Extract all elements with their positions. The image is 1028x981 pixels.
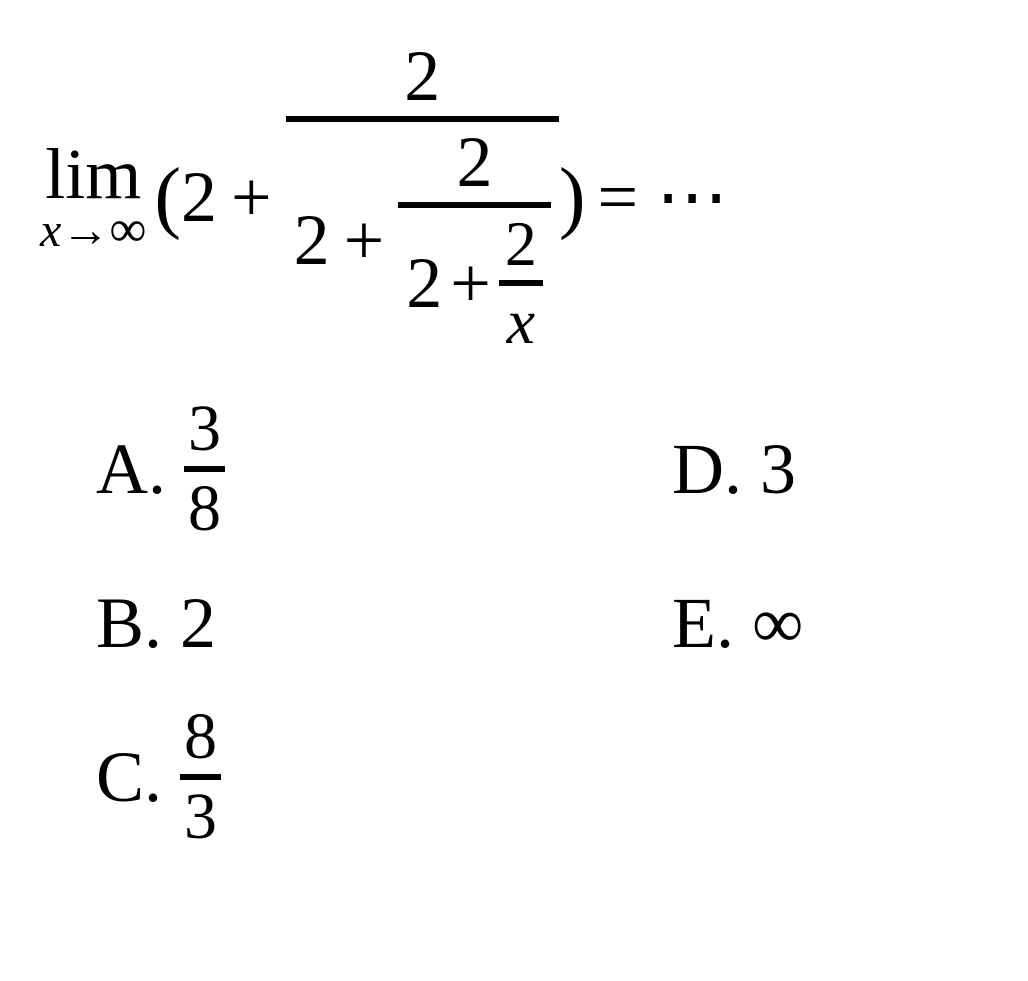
outer-two: 2	[181, 161, 217, 233]
inner-frac-denominator: x	[501, 290, 541, 354]
outer-frac-numerator: 2	[396, 40, 448, 112]
mid-frac-denominator: 2 + 2 x	[398, 212, 551, 354]
limit-operator: lim x→∞	[40, 138, 146, 256]
outer-expression: 2 + 2 2 + 2 2 + 2 x	[181, 40, 559, 354]
answer-a-num: 3	[184, 396, 225, 462]
answer-c-fraction: 8 3	[180, 704, 221, 850]
answer-d-label: D.	[672, 428, 742, 511]
mid-two: 2	[294, 204, 330, 276]
mid-plus: +	[344, 204, 385, 276]
answer-a-den: 8	[184, 476, 225, 542]
answer-a-fraction: 3 8	[184, 396, 225, 542]
answer-e-label: E.	[672, 582, 734, 665]
mid-frac-numerator: 2	[449, 126, 501, 198]
x-variable: x	[507, 290, 535, 354]
lim-variable: x	[40, 204, 61, 257]
outer-frac-denominator: 2 + 2 2 + 2 x	[286, 126, 559, 354]
outer-frac-bar	[286, 116, 559, 122]
answer-b-value: 2	[180, 582, 216, 665]
lim-text: lim	[45, 138, 141, 210]
answer-c-den: 3	[180, 784, 221, 850]
answer-e-value: ∞	[752, 582, 803, 665]
lim-subscript: x→∞	[40, 204, 146, 256]
answer-a-label: A.	[96, 428, 166, 511]
answer-a: A. 3 8	[96, 394, 412, 544]
inner-frac-numerator: 2	[499, 212, 543, 276]
inner-two: 2	[406, 247, 442, 319]
answer-b-label: B.	[96, 582, 162, 665]
lim-target: ∞	[109, 201, 146, 258]
answer-e: E. ∞	[672, 548, 988, 698]
ellipsis: ⋯	[656, 161, 736, 233]
answer-c-num: 8	[180, 704, 221, 770]
left-paren: (	[154, 157, 181, 237]
answer-b: B. 2	[96, 548, 412, 698]
answer-blank	[672, 702, 988, 852]
answer-options: A. 3 8 D. 3 B. 2 E. ∞ C. 8 3	[96, 394, 988, 852]
answer-c-label: C.	[96, 736, 162, 819]
outer-plus: +	[231, 161, 272, 233]
inner-fraction: 2 x	[499, 212, 543, 354]
answer-c: C. 8 3	[96, 702, 412, 852]
lim-arrow: →	[61, 204, 109, 257]
inner-plus: +	[450, 247, 491, 319]
mid-fraction: 2 2 + 2 x	[398, 126, 551, 354]
right-paren: )	[559, 157, 586, 237]
outer-fraction: 2 2 + 2 2 + 2 x	[286, 40, 559, 354]
equals-sign: =	[598, 161, 639, 233]
limit-expression: lim x→∞ ( 2 + 2 2 + 2 2 + 2	[40, 40, 988, 354]
answer-d: D. 3	[672, 394, 988, 544]
answer-d-value: 3	[760, 428, 796, 511]
